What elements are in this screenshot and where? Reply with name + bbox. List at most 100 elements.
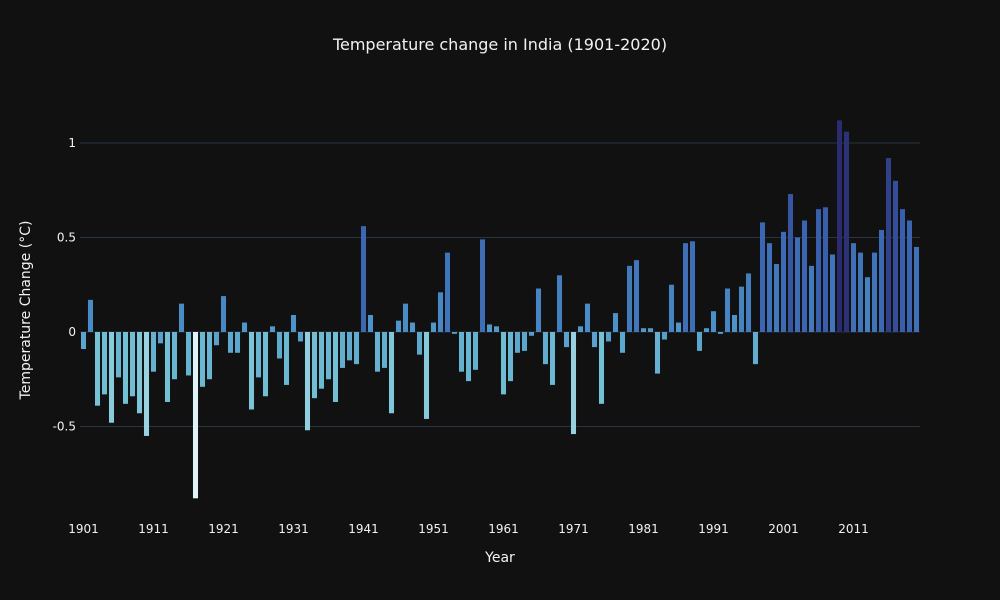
bar-1976 xyxy=(605,332,612,342)
bar-2009 xyxy=(836,120,843,332)
gridlines xyxy=(80,142,920,427)
bar-2016 xyxy=(885,158,892,332)
bar-1988 xyxy=(689,241,696,332)
bar-1948 xyxy=(409,322,416,332)
bar-1965 xyxy=(528,332,535,336)
bar-1993 xyxy=(724,288,731,332)
bar-1933 xyxy=(304,332,311,431)
bar-2013 xyxy=(864,277,871,332)
y-tick-label: 1 xyxy=(68,136,76,150)
bar-1986 xyxy=(675,322,682,332)
bar-1985 xyxy=(668,284,675,332)
x-tick-label: 1951 xyxy=(418,522,449,536)
y-axis-label: Temperature Change (°C) xyxy=(18,221,34,401)
bar-1960 xyxy=(493,326,500,332)
bar-1975 xyxy=(598,332,605,404)
bar-1995 xyxy=(738,286,745,332)
bar-2018 xyxy=(899,209,906,332)
bar-1953 xyxy=(444,252,451,332)
bar-1937 xyxy=(332,332,339,402)
bar-1924 xyxy=(241,322,248,332)
bar-1974 xyxy=(591,332,598,348)
x-tick-label: 2001 xyxy=(768,522,799,536)
y-tick-labels: 1 0.5 0 -0.5 xyxy=(53,136,76,434)
bar-1949 xyxy=(416,332,423,355)
bar-1971 xyxy=(570,332,577,435)
x-tick-label: 1941 xyxy=(348,522,379,536)
bar-1919 xyxy=(206,332,213,380)
bar-1962 xyxy=(507,332,514,382)
x-tick-label: 1911 xyxy=(138,522,169,536)
bar-1923 xyxy=(234,332,241,353)
bar-1950 xyxy=(423,332,430,419)
x-tick-label: 1901 xyxy=(68,522,99,536)
bar-1936 xyxy=(325,332,332,380)
bar-1984 xyxy=(661,332,668,340)
y-tick-label: -0.5 xyxy=(53,420,76,434)
bar-1901 xyxy=(80,332,87,350)
chart-title: Temperature change in India (1901-2020) xyxy=(332,35,667,54)
bar-1946 xyxy=(395,320,402,332)
bar-1917 xyxy=(192,332,199,499)
x-tick-label: 1991 xyxy=(698,522,729,536)
x-axis-label: Year xyxy=(484,550,515,566)
bar-1942 xyxy=(367,314,374,332)
bar-1998 xyxy=(759,222,766,332)
bar-1908 xyxy=(129,332,136,397)
bar-2002 xyxy=(787,194,794,332)
bar-1921 xyxy=(220,296,227,332)
bar-2019 xyxy=(906,220,913,332)
bar-1904 xyxy=(101,332,108,395)
bar-1930 xyxy=(283,332,290,385)
bar-1966 xyxy=(535,288,542,332)
bar-1989 xyxy=(696,332,703,351)
bar-1902 xyxy=(87,299,94,332)
x-tick-label: 1931 xyxy=(278,522,309,536)
bar-1970 xyxy=(563,332,570,348)
bar-1916 xyxy=(185,332,192,376)
bar-1913 xyxy=(164,332,171,402)
bar-1912 xyxy=(157,332,164,344)
y-tick-label: 0.5 xyxy=(57,231,76,245)
x-tick-label: 1981 xyxy=(628,522,659,536)
bar-1939 xyxy=(346,332,353,361)
bar-1997 xyxy=(752,332,759,365)
bar-1943 xyxy=(374,332,381,372)
bar-1903 xyxy=(94,332,101,406)
bar-1905 xyxy=(108,332,115,423)
bar-1918 xyxy=(199,332,206,387)
bar-1938 xyxy=(339,332,346,368)
x-tick-labels: 1901 1911 1921 1931 1941 1951 1961 1971 1981 1991… xyxy=(68,522,869,536)
bar-1951 xyxy=(430,322,437,332)
bars xyxy=(80,120,920,499)
bar-1945 xyxy=(388,332,395,414)
bar-1992 xyxy=(717,332,724,334)
x-tick-label: 2011 xyxy=(838,522,869,536)
bar-1920 xyxy=(213,332,220,346)
bar-1972 xyxy=(577,326,584,332)
bar-1981 xyxy=(640,328,647,332)
bar-1961 xyxy=(500,332,507,395)
bar-2004 xyxy=(801,220,808,332)
bar-2006 xyxy=(815,209,822,332)
bar-1990 xyxy=(703,328,710,332)
bar-1935 xyxy=(318,332,325,389)
bar-2012 xyxy=(857,252,864,332)
bar-1926 xyxy=(255,332,262,378)
bar-2020 xyxy=(913,246,920,332)
bar-2017 xyxy=(892,180,899,332)
bar-1977 xyxy=(612,313,619,332)
bar-1982 xyxy=(647,328,654,332)
bar-1991 xyxy=(710,311,717,332)
bar-1999 xyxy=(766,243,773,332)
bar-1959 xyxy=(486,324,493,332)
bar-1927 xyxy=(262,332,269,397)
bar-1907 xyxy=(122,332,129,404)
bar-1940 xyxy=(353,332,360,365)
bar-2015 xyxy=(878,229,885,332)
bar-1979 xyxy=(626,265,633,332)
bar-1944 xyxy=(381,332,388,368)
bar-1996 xyxy=(745,273,752,332)
bar-1909 xyxy=(136,332,143,414)
bar-1934 xyxy=(311,332,318,399)
